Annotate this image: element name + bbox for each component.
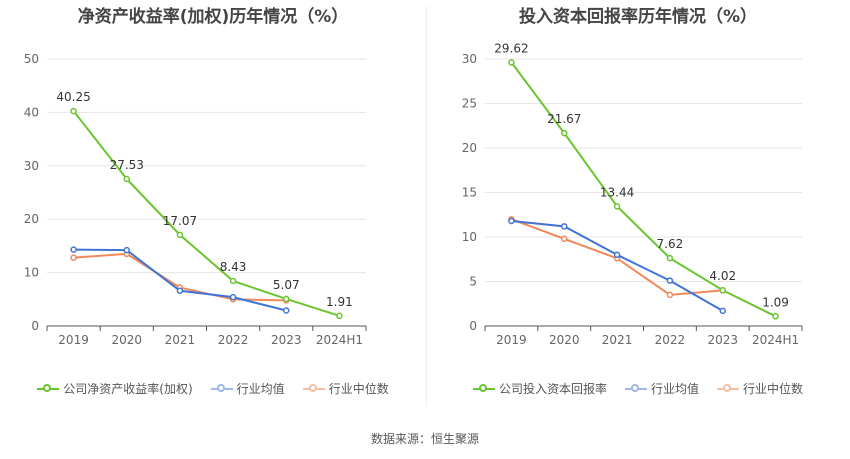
x-tick-label: 2024H1 [752, 333, 799, 347]
data-point [123, 175, 130, 183]
x-tick-label: 2021 [602, 333, 633, 347]
legend-label: 行业中位数 [743, 382, 804, 396]
series-line [73, 248, 287, 312]
y-tick-label: 5 [469, 275, 477, 289]
y-tick-label: 20 [24, 212, 39, 226]
data-point [176, 231, 184, 239]
data-point [666, 277, 674, 284]
x-tick-label: 2021 [165, 333, 196, 347]
legend-item-company[interactable]: 公司净资产收益率(加权) [37, 380, 193, 397]
legend-marker-industry-median [302, 383, 325, 395]
data-point [283, 307, 290, 314]
data-label: 1.09 [762, 295, 789, 309]
x-tick-label: 2019 [496, 333, 527, 347]
x-tick-label: 2024H1 [316, 333, 363, 347]
y-tick-label: 15 [462, 186, 477, 200]
x-tick-label: 2022 [218, 333, 249, 347]
legend-label: 公司投入资本回报率 [498, 382, 607, 396]
chart-legend: 公司净资产收益率(加权) 行业均值 行业中位数 [0, 380, 426, 397]
data-label: 8.43 [220, 260, 247, 274]
legend-label: 行业中位数 [328, 382, 389, 396]
data-point [613, 251, 621, 259]
data-point [229, 293, 237, 301]
legend-marker-company [472, 383, 495, 395]
legend-item-company[interactable]: 公司投入资本回报率 [472, 380, 607, 397]
legend-marker-company [37, 383, 60, 395]
series-line [72, 110, 340, 317]
data-point [508, 217, 515, 225]
data-point [283, 295, 290, 303]
x-tick-label: 2022 [655, 333, 686, 347]
chart-legend: 公司投入资本回报率 行业均值 行业中位数 [426, 380, 850, 397]
roic-chart-panel: 投入资本回报率历年情况（%） 0 5 10 15 20 25 30 2019 2020 2021 2… [426, 0, 850, 415]
x-tick-label: 2020 [111, 333, 142, 347]
data-point [561, 223, 568, 230]
legend-item-industry-median[interactable]: 行业中位数 [717, 380, 803, 397]
y-tick-label: 25 [462, 97, 477, 111]
x-tick-label: 2019 [58, 333, 89, 347]
data-point [229, 277, 237, 285]
data-point [176, 287, 184, 295]
legend-label: 行业均值 [650, 382, 699, 396]
data-label: 27.53 [110, 158, 144, 172]
data-label: 7.62 [657, 237, 684, 251]
y-tick-label: 10 [462, 230, 477, 244]
data-point [336, 312, 343, 320]
data-label: 5.07 [273, 278, 300, 292]
legend-label: 行业均值 [236, 382, 285, 396]
chart-title: 净资产收益率(加权)历年情况（%） [77, 7, 349, 27]
data-label: 21.67 [547, 112, 581, 126]
x-tick-label: 2023 [271, 333, 302, 347]
y-tick-label: 20 [462, 141, 477, 155]
data-source-note: 数据来源：恒生聚源 [370, 432, 479, 446]
roe-chart-panel: 净资产收益率(加权)历年情况（%） 0 10 20 30 40 50 2019 2020 202… [0, 0, 426, 415]
legend-marker-industry-median [717, 383, 739, 395]
data-point [613, 203, 621, 210]
data-point [719, 307, 726, 315]
data-label: 40.25 [56, 90, 90, 104]
data-label: 4.02 [709, 269, 736, 283]
data-point [508, 59, 515, 66]
y-tick-label: 30 [462, 52, 477, 66]
data-point [772, 313, 779, 320]
legend-label: 公司净资产收益率(加权) [63, 382, 193, 396]
data-label: 17.07 [163, 214, 197, 228]
y-tick-label: 0 [31, 319, 39, 333]
panel-divider [426, 6, 427, 406]
roic-line-chart: 0 5 10 15 20 25 30 2019 2020 2021 2022 2023 2024H1 29… [462, 41, 803, 347]
data-point [70, 107, 77, 115]
roe-line-chart: 0 10 20 30 40 50 2019 2020 2021 2022 2023 2024H1 40.… [24, 52, 367, 347]
legend-marker-industry-mean [210, 383, 233, 395]
data-point [666, 254, 674, 262]
data-point [70, 246, 77, 253]
data-point [666, 291, 674, 299]
data-label: 13.44 [600, 185, 634, 199]
series-line [511, 219, 724, 312]
x-tick-label: 2023 [707, 333, 738, 347]
legend-item-industry-mean[interactable]: 行业均值 [210, 380, 285, 397]
y-tick-label: 50 [24, 52, 39, 66]
legend-item-industry-mean[interactable]: 行业均值 [624, 380, 699, 397]
chart-title: 投入资本回报率历年情况（%） [518, 7, 758, 27]
data-label: 1.91 [326, 295, 353, 309]
y-tick-label: 0 [469, 319, 477, 333]
series-line [510, 61, 777, 318]
data-point [561, 235, 568, 243]
x-tick-label: 2020 [549, 333, 580, 347]
data-point [123, 246, 130, 254]
y-tick-label: 40 [24, 105, 39, 119]
legend-marker-industry-mean [624, 383, 647, 395]
y-tick-label: 30 [24, 159, 39, 173]
y-tick-label: 10 [24, 266, 39, 280]
legend-item-industry-median[interactable]: 行业中位数 [302, 380, 389, 397]
data-point [719, 286, 726, 294]
data-point [70, 254, 77, 261]
data-point [561, 129, 568, 137]
data-label: 29.62 [494, 41, 528, 55]
